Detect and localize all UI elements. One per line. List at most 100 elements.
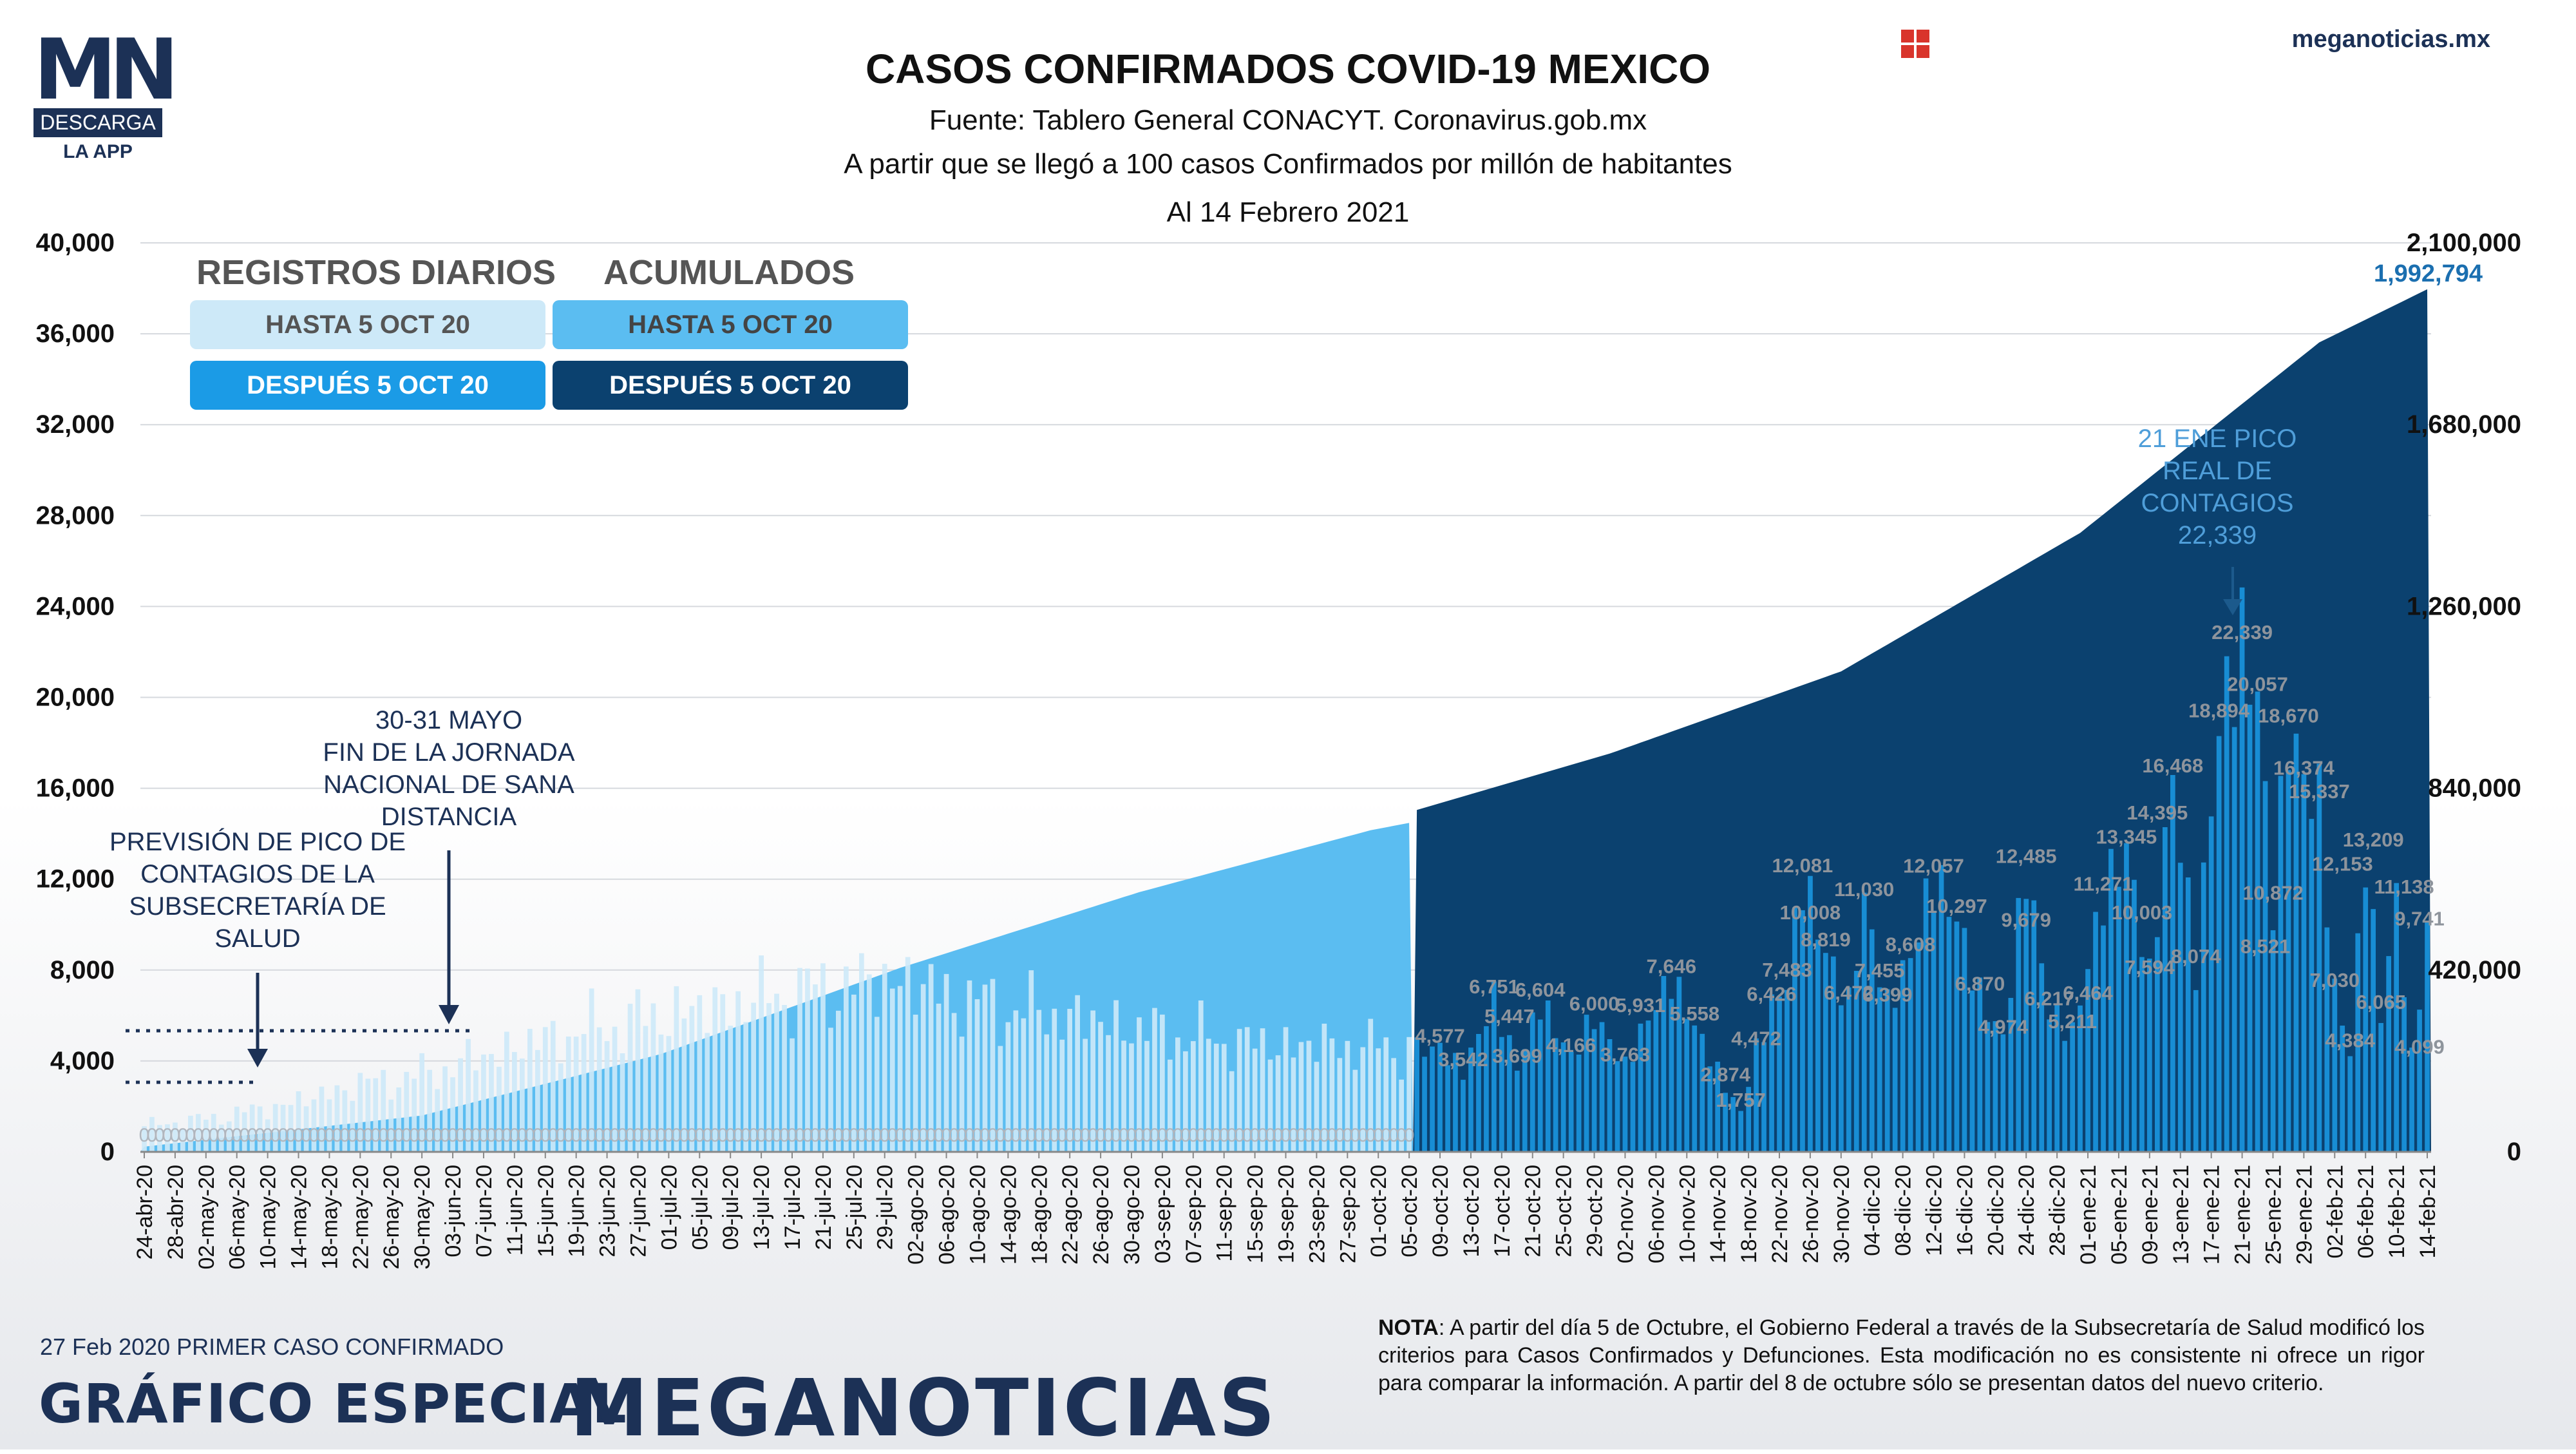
zero-label: 0 xyxy=(1088,1125,1099,1146)
daily-bar xyxy=(419,1053,424,1152)
daily-bar xyxy=(790,1038,795,1152)
daily-bar xyxy=(1622,1057,1628,1152)
daily-bar xyxy=(1376,1048,1381,1152)
zero-label: 0 xyxy=(223,1125,234,1146)
zero-label: 0 xyxy=(239,1125,250,1146)
daily-bar xyxy=(196,1114,201,1152)
daily-bar xyxy=(2309,819,2315,1152)
daily-bar xyxy=(280,1104,286,1152)
daily-bar xyxy=(1213,1044,1219,1152)
daily-bar xyxy=(2255,691,2260,1152)
daily-bar xyxy=(396,1087,402,1152)
zero-label: 0 xyxy=(980,1125,990,1146)
data-label: 18,894 xyxy=(2188,700,2250,722)
daily-bar xyxy=(165,1124,170,1152)
daily-bar xyxy=(1846,987,1852,1152)
data-label: 22,339 xyxy=(2211,621,2273,644)
daily-bar xyxy=(2062,1040,2067,1152)
daily-bar xyxy=(1492,981,1497,1152)
zero-label: 0 xyxy=(386,1125,397,1146)
daily-bar xyxy=(157,1125,162,1152)
daily-bar xyxy=(766,1003,772,1152)
daily-bar xyxy=(1630,1062,1636,1152)
daily-bar xyxy=(1168,1059,1173,1152)
daily-bar xyxy=(2286,770,2291,1152)
data-label: 4,974 xyxy=(1978,1016,2029,1038)
zero-label: 0 xyxy=(1142,1125,1153,1146)
zero-label: 0 xyxy=(1126,1125,1137,1146)
zero-label: 0 xyxy=(1303,1125,1314,1146)
daily-bar xyxy=(836,1010,841,1152)
daily-bar xyxy=(1329,1038,1335,1152)
data-label: 9,741 xyxy=(2394,907,2445,930)
x-tick-label: 02-feb-21 xyxy=(2323,1165,2347,1259)
daily-bar xyxy=(303,1106,309,1152)
daily-bar xyxy=(1083,1038,1088,1152)
left-axis-tick: 36,000 xyxy=(36,320,115,348)
cumulative-area-after xyxy=(1413,289,2431,1152)
zero-label: 0 xyxy=(632,1125,643,1146)
right-axis-tick: 0 xyxy=(2507,1138,2521,1166)
daily-bar xyxy=(1298,1042,1304,1152)
daily-bar xyxy=(272,1104,278,1152)
left-axis-tick: 4,000 xyxy=(50,1047,115,1075)
left-axis-tick: 40,000 xyxy=(36,229,115,257)
daily-bar xyxy=(1098,1022,1103,1152)
data-label: 14,395 xyxy=(2126,801,2188,824)
daily-bar xyxy=(296,1091,301,1152)
x-tick-label: 26-may-20 xyxy=(379,1165,404,1270)
daily-bar xyxy=(2101,925,2106,1152)
x-tick-label: 27-sep-20 xyxy=(1336,1165,1360,1263)
daily-bar xyxy=(612,1026,618,1152)
zero-label: 0 xyxy=(1119,1125,1130,1146)
zero-label: 0 xyxy=(1388,1125,1399,1146)
data-label: 20,057 xyxy=(2227,673,2288,696)
daily-bar xyxy=(2247,704,2253,1152)
data-label: 10,872 xyxy=(2242,882,2304,904)
zero-label: 0 xyxy=(347,1125,358,1146)
daily-bar xyxy=(1113,1000,1119,1152)
zero-label: 0 xyxy=(1265,1125,1276,1146)
x-tick-label: 22-may-20 xyxy=(348,1165,373,1270)
daily-bar xyxy=(596,1027,602,1152)
zero-label: 0 xyxy=(925,1125,936,1146)
zero-label: 0 xyxy=(617,1125,628,1146)
daily-bar xyxy=(1568,1051,1574,1152)
site-url[interactable]: meganoticias.mx xyxy=(2291,26,2490,53)
x-tick-label: 12-dic-20 xyxy=(1922,1165,1947,1256)
daily-bar xyxy=(2054,1004,2060,1152)
daily-bar xyxy=(990,979,996,1152)
x-tick-label: 18-nov-20 xyxy=(1737,1165,1761,1263)
daily-bar xyxy=(913,1015,918,1152)
daily-bar xyxy=(1476,1034,1481,1152)
daily-bar xyxy=(2401,997,2407,1152)
daily-bar xyxy=(1615,1061,1620,1152)
daily-bar xyxy=(1183,1051,1188,1152)
x-tick-label: 30-ago-20 xyxy=(1120,1165,1144,1265)
nota-body: : A partir del día 5 de Octubre, el Gobi… xyxy=(1378,1315,2425,1395)
zero-label: 0 xyxy=(139,1125,150,1146)
zero-label: 0 xyxy=(1180,1125,1191,1146)
mn-logo[interactable]: MN DESCARGA LA APP xyxy=(33,28,179,163)
daily-bar xyxy=(466,1038,471,1152)
zero-label: 0 xyxy=(578,1125,589,1146)
zero-label: 0 xyxy=(1150,1125,1160,1146)
left-axis-tick: 16,000 xyxy=(36,774,115,803)
daily-bar xyxy=(705,1033,710,1152)
daily-bar xyxy=(874,1017,880,1152)
zero-label: 0 xyxy=(1018,1125,1029,1146)
zero-label: 0 xyxy=(1319,1125,1330,1146)
zero-label: 0 xyxy=(772,1125,782,1146)
daily-bar xyxy=(2023,899,2029,1152)
data-label: 9,679 xyxy=(2001,909,2051,932)
daily-bar xyxy=(1198,1000,1204,1152)
daily-bar xyxy=(1962,928,1967,1152)
daily-bar xyxy=(497,1066,502,1152)
x-tick-label: 29-oct-20 xyxy=(1583,1165,1607,1258)
x-tick-label: 14-may-20 xyxy=(287,1165,312,1270)
zero-label: 0 xyxy=(494,1125,505,1146)
daily-bar xyxy=(404,1071,410,1152)
daily-bar xyxy=(1723,1093,1728,1152)
daily-bar xyxy=(1430,1046,1435,1152)
legend-daily-before: HASTA 5 OCT 20 xyxy=(190,300,545,349)
